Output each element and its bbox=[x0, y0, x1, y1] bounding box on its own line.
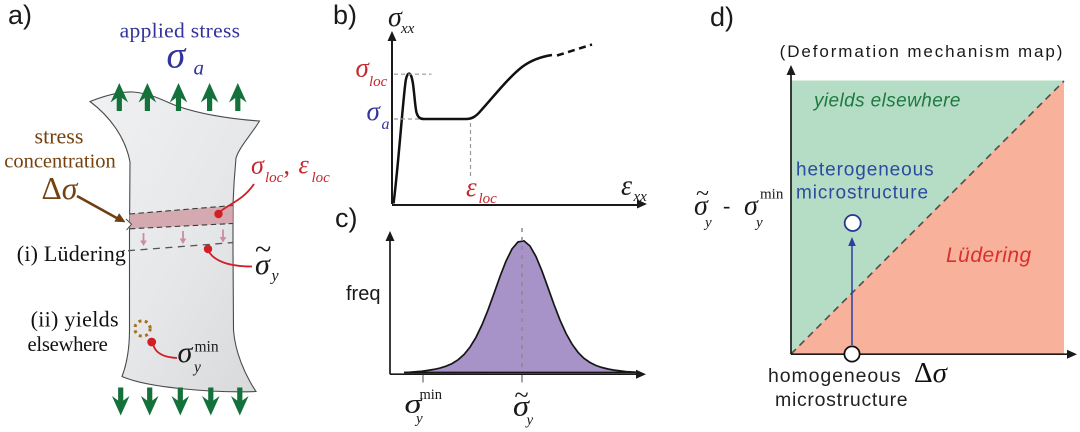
svg-text:c): c) bbox=[335, 203, 358, 233]
svg-text:xx: xx bbox=[400, 21, 415, 37]
svg-text:Δσ: Δσ bbox=[42, 171, 79, 206]
svg-text:loc: loc bbox=[479, 191, 498, 207]
svg-text:a: a bbox=[194, 56, 205, 80]
svg-text:σ: σ bbox=[367, 96, 382, 126]
svg-text:σ: σ bbox=[513, 390, 530, 423]
svg-text:xx: xx bbox=[633, 189, 648, 205]
svg-text:~: ~ bbox=[515, 381, 529, 410]
svg-text:(i) Lüdering: (i) Lüdering bbox=[17, 241, 126, 266]
svg-text:microstructure: microstructure bbox=[775, 389, 908, 411]
svg-text:microstructure: microstructure bbox=[796, 183, 929, 204]
svg-text:σ: σ bbox=[405, 389, 424, 419]
svg-text:min: min bbox=[420, 387, 443, 403]
svg-text:elsewhere: elsewhere bbox=[28, 334, 108, 356]
svg-text:~: ~ bbox=[696, 181, 709, 207]
svg-text:b): b) bbox=[333, 0, 357, 30]
svg-text:concentration: concentration bbox=[4, 151, 116, 173]
svg-text:a): a) bbox=[8, 0, 32, 30]
svg-text:ε: ε bbox=[299, 150, 310, 179]
svg-text:(Deformation mechanism map): (Deformation mechanism map) bbox=[780, 42, 1065, 61]
svg-text:stress: stress bbox=[35, 124, 84, 149]
svg-text:y: y bbox=[414, 411, 423, 427]
svg-text:y: y bbox=[525, 413, 534, 429]
svg-text:homogeneous: homogeneous bbox=[768, 365, 902, 387]
svg-text:min: min bbox=[760, 187, 784, 203]
svg-text:Lüdering: Lüdering bbox=[946, 244, 1032, 267]
svg-text:y: y bbox=[270, 268, 280, 285]
svg-text:σ: σ bbox=[251, 151, 265, 180]
svg-text:heterogeneous: heterogeneous bbox=[796, 160, 934, 181]
svg-text:σ: σ bbox=[255, 248, 271, 281]
svg-text:σ: σ bbox=[178, 336, 194, 369]
svg-text:applied stress: applied stress bbox=[120, 19, 241, 43]
svg-text:a: a bbox=[382, 116, 390, 133]
svg-text:loc: loc bbox=[312, 170, 331, 186]
svg-text:σ: σ bbox=[694, 191, 709, 222]
svg-text:yields elsewhere: yields elsewhere bbox=[812, 91, 961, 112]
svg-text:~: ~ bbox=[255, 233, 271, 266]
svg-text:σ: σ bbox=[356, 53, 371, 83]
svg-text:,: , bbox=[284, 151, 291, 180]
svg-text:freq: freq bbox=[346, 283, 380, 305]
svg-text:-: - bbox=[723, 193, 730, 218]
svg-text:ε: ε bbox=[621, 171, 632, 202]
svg-text:loc: loc bbox=[265, 170, 284, 186]
svg-text:min: min bbox=[195, 339, 219, 356]
svg-text:y: y bbox=[703, 215, 712, 231]
svg-text:y: y bbox=[754, 215, 763, 231]
svg-text:Δσ: Δσ bbox=[914, 357, 949, 389]
svg-text:ε: ε bbox=[466, 172, 477, 202]
svg-text:σ: σ bbox=[388, 2, 403, 33]
svg-text:σ: σ bbox=[744, 191, 759, 222]
svg-text:loc: loc bbox=[369, 74, 388, 90]
svg-text:(ii) yields: (ii) yields bbox=[31, 307, 119, 332]
svg-text:y: y bbox=[192, 359, 201, 376]
svg-text:σ: σ bbox=[167, 35, 187, 77]
svg-text:d): d) bbox=[710, 2, 734, 32]
